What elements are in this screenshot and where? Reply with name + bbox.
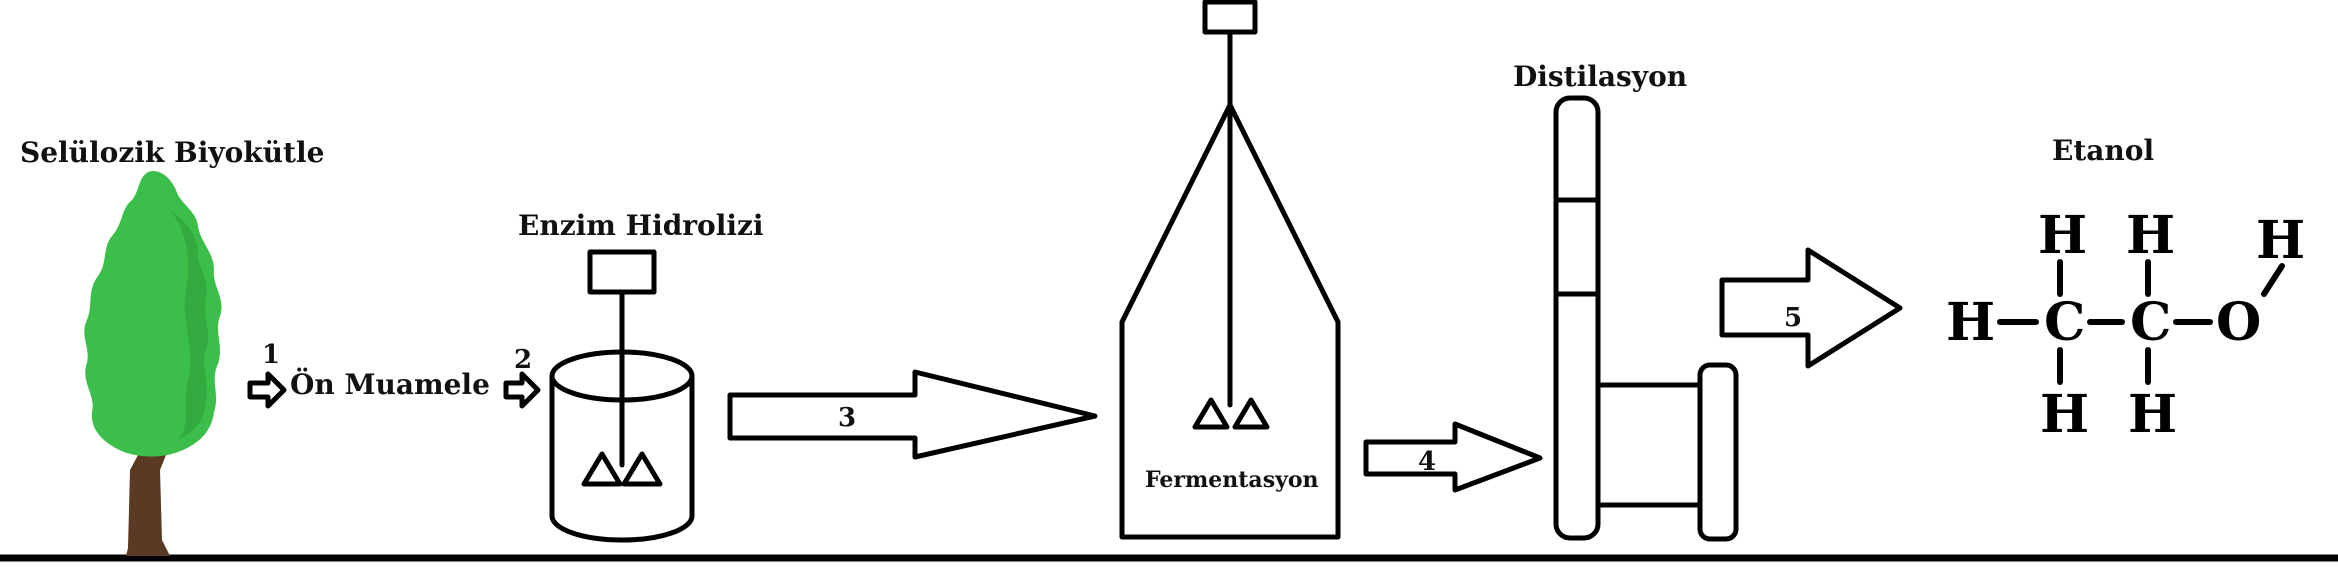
arrow-step-4 bbox=[1363, 421, 1543, 493]
tree-icon bbox=[84, 170, 222, 556]
fermentation-vessel bbox=[1119, 0, 1341, 540]
atom-h-left: H bbox=[1946, 292, 1995, 353]
ethanol-molecule: H C C O H H H H H bbox=[1946, 205, 2305, 445]
arrow-step-3 bbox=[727, 369, 1098, 460]
label-pretreatment: Ön Muamele bbox=[290, 367, 490, 401]
distillation-tower bbox=[1553, 95, 1601, 541]
distillation-column bbox=[1553, 95, 1739, 542]
atom-c2: C bbox=[2130, 292, 2171, 353]
tree-trunk bbox=[126, 440, 175, 556]
label-distillation: Distilasyon bbox=[1513, 60, 1687, 93]
label-biomass: Selülozik Biyokütle bbox=[20, 136, 324, 169]
label-ethanol: Etanol bbox=[2052, 134, 2154, 167]
step-number-3: 3 bbox=[838, 403, 856, 433]
arrow-step-1 bbox=[247, 371, 287, 409]
arrow-step-5 bbox=[1719, 247, 1903, 369]
atom-o: O bbox=[2216, 292, 2261, 353]
tree-foliage-shade bbox=[170, 210, 208, 440]
step-number-2: 2 bbox=[514, 345, 532, 375]
fermentation-body bbox=[1119, 102, 1341, 540]
label-fermentation: Fermentasyon bbox=[1145, 467, 1319, 493]
atom-h-c1-bottom: H bbox=[2040, 384, 2089, 445]
atom-h-c2-bottom: H bbox=[2128, 384, 2177, 445]
fermentation-impeller bbox=[1192, 397, 1270, 430]
atom-h-c1-top: H bbox=[2038, 205, 2087, 266]
step-number-4: 4 bbox=[1418, 447, 1436, 477]
step-number-1: 1 bbox=[262, 340, 280, 370]
distillation-receiver bbox=[1697, 362, 1739, 542]
hydrolysis-tank bbox=[549, 249, 695, 543]
atom-h-oh: H bbox=[2256, 210, 2305, 271]
atom-c1: C bbox=[2044, 292, 2085, 353]
atom-h-c2-top: H bbox=[2126, 205, 2175, 266]
step-number-5: 5 bbox=[1784, 303, 1802, 333]
label-hydrolysis: Enzim Hidrolizi bbox=[518, 209, 764, 242]
hydrolysis-impeller bbox=[581, 451, 663, 487]
hydrolysis-motor bbox=[587, 249, 657, 295]
fermentation-motor bbox=[1202, 0, 1258, 35]
arrow-step-2 bbox=[503, 371, 541, 409]
distillation-condenser bbox=[1595, 382, 1703, 508]
